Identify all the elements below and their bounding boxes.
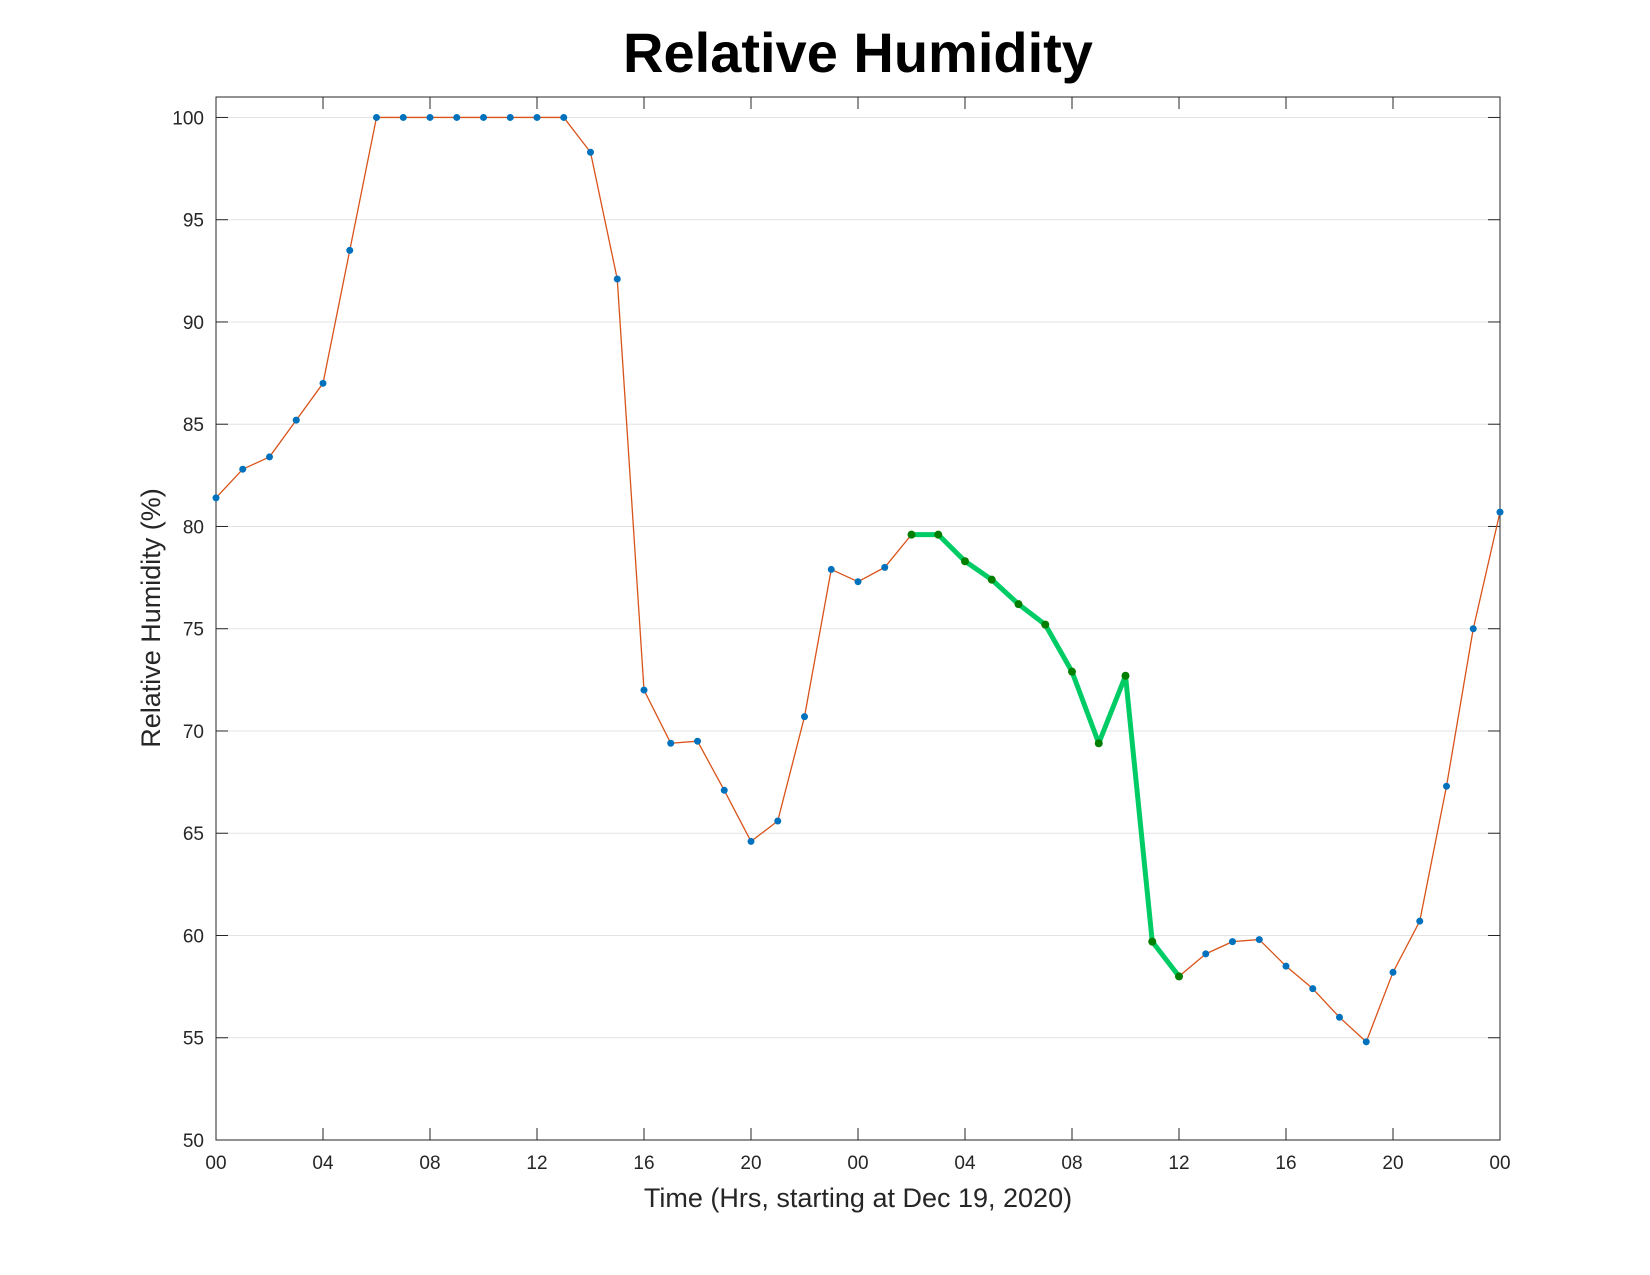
x-tick-label: 16 [633, 1153, 654, 1174]
data-point [667, 739, 675, 747]
y-tick-label: 60 [183, 926, 204, 947]
data-point [613, 275, 621, 283]
x-tick-label: 16 [1275, 1153, 1296, 1174]
data-point [1041, 620, 1050, 629]
data-point [801, 713, 808, 721]
data-point [1014, 600, 1023, 609]
data-point [1094, 739, 1103, 748]
data-point [934, 530, 943, 539]
x-tick-label: 12 [526, 1153, 547, 1174]
data-point [373, 113, 380, 121]
x-tick-label: 00 [1489, 1153, 1510, 1174]
y-tick-label: 90 [183, 313, 204, 334]
data-point [292, 416, 300, 424]
data-point [987, 575, 996, 584]
x-tick-label: 00 [205, 1153, 226, 1174]
data-point [560, 113, 568, 121]
data-point [747, 837, 755, 845]
data-point [453, 113, 461, 121]
data-point [346, 246, 354, 254]
data-point [212, 494, 220, 502]
x-axis-label: Time (Hrs, starting at Dec 19, 2020) [644, 1183, 1072, 1213]
y-tick-label: 85 [183, 415, 204, 436]
data-point [239, 465, 247, 473]
data-point [426, 113, 434, 121]
data-point [506, 113, 514, 121]
data-point [1068, 667, 1076, 676]
data-point [827, 565, 835, 573]
x-tick-label: 08 [419, 1153, 440, 1174]
data-point [854, 578, 862, 586]
y-tick-label: 50 [183, 1131, 204, 1152]
data-point [1309, 985, 1317, 993]
data-point [1416, 917, 1424, 925]
data-point [587, 148, 594, 156]
y-tick-label: 80 [183, 517, 204, 538]
data-point [720, 786, 728, 794]
data-point [1148, 937, 1157, 946]
y-tick-label: 65 [183, 824, 204, 845]
data-point [774, 817, 782, 825]
data-line [911, 532, 1181, 978]
data-point [319, 379, 327, 387]
data-point [961, 557, 969, 566]
data-point [640, 686, 648, 694]
x-tick-label: 04 [954, 1153, 976, 1174]
data-point [266, 453, 273, 461]
x-tick-label: 04 [312, 1153, 334, 1174]
y-tick-label: 70 [183, 722, 204, 743]
data-point [1336, 1013, 1343, 1021]
data-point [1496, 508, 1504, 516]
x-tick-label: 20 [1382, 1153, 1403, 1174]
y-tick-label: 95 [183, 211, 204, 232]
data-point [881, 563, 889, 571]
data-point [1175, 972, 1183, 981]
x-tick-label: 00 [847, 1153, 868, 1174]
data-point [1121, 671, 1130, 680]
data-point [1202, 950, 1210, 958]
data-point [480, 113, 487, 121]
data-point [1255, 936, 1263, 944]
plot-frame [215, 96, 1501, 1141]
chart-title: Relative Humidity [623, 21, 1093, 84]
x-tick-label: 12 [1168, 1153, 1189, 1174]
data-point [1469, 625, 1477, 633]
data-point [907, 530, 916, 539]
data-point [1389, 968, 1397, 976]
y-tick-label: 100 [172, 108, 204, 129]
y-axis-label: Relative Humidity (%) [136, 488, 166, 748]
data-point [1282, 962, 1290, 970]
y-tick-label: 55 [183, 1029, 204, 1050]
data-point [399, 113, 407, 121]
x-tick-label: 20 [740, 1153, 761, 1174]
data-point [1443, 782, 1450, 790]
x-tick-label: 08 [1061, 1153, 1082, 1174]
y-tick-label: 75 [183, 620, 204, 641]
data-point [533, 113, 541, 121]
data-point [694, 737, 701, 745]
data-point [1229, 938, 1236, 946]
data-point [1362, 1038, 1370, 1046]
